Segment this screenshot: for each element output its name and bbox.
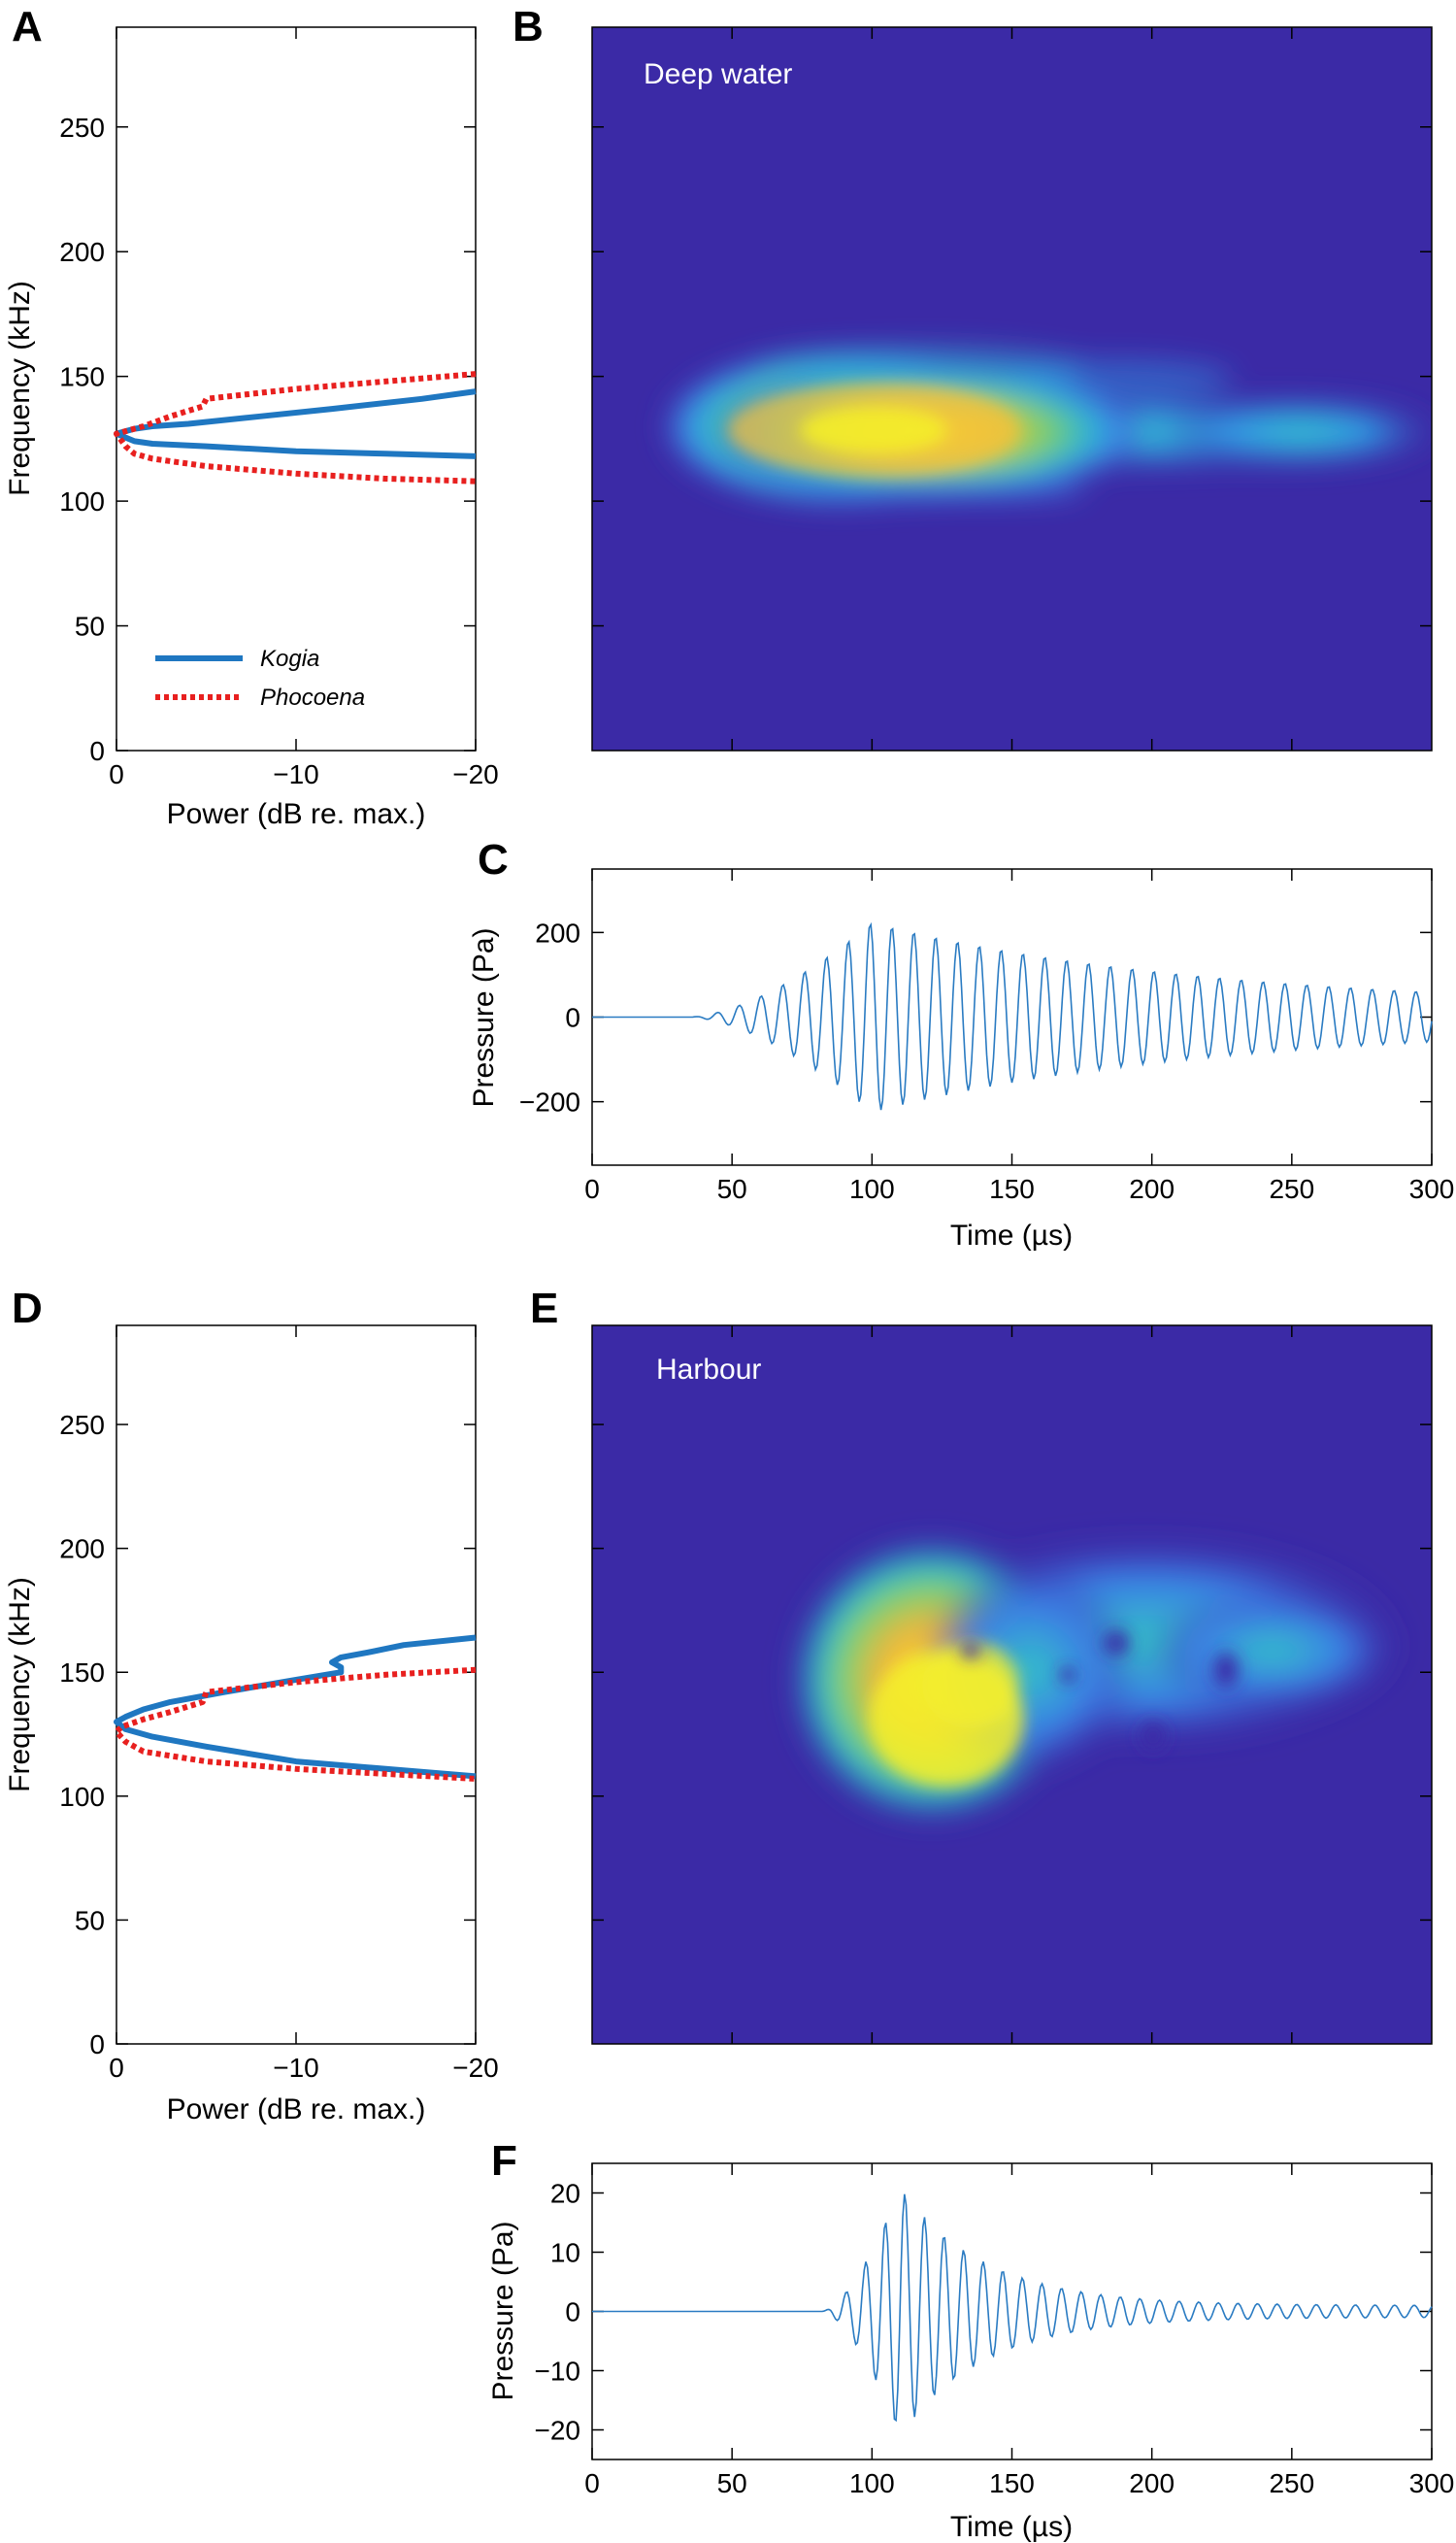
panel-letter-f: F bbox=[491, 2137, 517, 2185]
x-tick-label: −20 bbox=[452, 759, 499, 789]
x-tick-label: 250 bbox=[1269, 1174, 1314, 1204]
y-tick-label: 200 bbox=[535, 918, 580, 948]
y-tick-label: 100 bbox=[59, 1782, 105, 1812]
x-tick-label: −10 bbox=[273, 2053, 319, 2083]
panel-letter-c: C bbox=[478, 836, 509, 884]
spectrogram-annotation: Harbour bbox=[656, 1354, 761, 1386]
series-line-phocoena bbox=[114, 371, 477, 485]
waveform-line bbox=[592, 2193, 1433, 2423]
y-tick-label: 100 bbox=[59, 486, 105, 517]
waveform-line bbox=[592, 921, 1433, 1111]
y-tick-label: 200 bbox=[59, 1534, 105, 1564]
y-tick-label: 0 bbox=[565, 2297, 580, 2327]
x-axis-label: Power (dB re. max.) bbox=[167, 798, 426, 830]
x-axis-label: Time (µs) bbox=[950, 2511, 1073, 2543]
spectrogram-energy bbox=[660, 348, 1432, 507]
axis-ticks bbox=[592, 1325, 1432, 2044]
x-tick-label: 150 bbox=[989, 1174, 1035, 1204]
y-tick-label: 50 bbox=[75, 612, 105, 642]
series-lines bbox=[592, 2193, 1433, 2423]
x-tick-label: 0 bbox=[584, 2468, 600, 2498]
plot-frame bbox=[116, 1324, 477, 2045]
legend-label-kogia: Kogia bbox=[260, 646, 319, 672]
x-tick-label: 0 bbox=[109, 2053, 124, 2083]
axis-ticks: 0 −10 −20 0 50 100 150 200 250 bbox=[59, 27, 499, 789]
axis-ticks bbox=[592, 27, 1432, 751]
panel-letter-d: D bbox=[12, 1285, 43, 1332]
y-tick-label: −20 bbox=[535, 2416, 581, 2446]
x-tick-label: 250 bbox=[1269, 2468, 1314, 2498]
panel-letter-b: B bbox=[513, 3, 544, 50]
x-tick-label: 0 bbox=[584, 1174, 600, 1204]
panel-d-spectrum: 0 −10 −20 0 50 100 150 200 250 Power (dB re. max… bbox=[4, 1324, 499, 2125]
series-lines bbox=[114, 1634, 477, 1782]
y-axis-label: Frequency (kHz) bbox=[4, 281, 36, 496]
x-tick-label: 100 bbox=[849, 1174, 895, 1204]
legend: Kogia Phocoena bbox=[155, 646, 365, 711]
panel-c-waveform: 0 50 100 150 200 250 300 −200 0 200 Time (µs) Pre… bbox=[468, 868, 1454, 1252]
panel-e-spectrogram: Harbour bbox=[591, 1324, 1433, 2045]
series-line-phocoena bbox=[114, 1666, 477, 1782]
y-tick-label: 50 bbox=[75, 1905, 105, 1935]
x-tick-label: 200 bbox=[1129, 1174, 1175, 1204]
plot-frame bbox=[591, 868, 1433, 1166]
panel-a-spectrum: 0 −10 −20 0 50 100 150 200 250 Kogia Phocoena Po… bbox=[4, 26, 499, 830]
y-tick-label: 0 bbox=[89, 2029, 105, 2059]
spectrogram-annotation: Deep water bbox=[644, 58, 792, 90]
y-tick-label: 250 bbox=[59, 1410, 105, 1440]
panel-b-spectrogram: Deep water bbox=[591, 26, 1433, 752]
y-axis-label: Frequency (kHz) bbox=[4, 1577, 36, 1792]
x-tick-label: −10 bbox=[273, 759, 319, 789]
legend-label-phocoena: Phocoena bbox=[260, 685, 365, 711]
x-tick-label: 50 bbox=[717, 2468, 747, 2498]
series-lines bbox=[114, 371, 477, 485]
y-tick-label: 20 bbox=[550, 2179, 580, 2209]
x-tick-label: 100 bbox=[849, 2468, 895, 2498]
x-tick-label: 300 bbox=[1409, 1174, 1455, 1204]
y-tick-label: 0 bbox=[89, 736, 105, 766]
axis-ticks: 0 50 100 150 200 250 300 −200 0 200 bbox=[519, 869, 1454, 1204]
plot-frame bbox=[116, 26, 477, 752]
y-axis-label: Pressure (Pa) bbox=[468, 927, 500, 1107]
series-line-kogia bbox=[114, 1634, 477, 1780]
x-tick-label: 300 bbox=[1409, 2468, 1455, 2498]
y-tick-label: 250 bbox=[59, 113, 105, 143]
x-axis-label: Time (µs) bbox=[950, 1220, 1073, 1252]
y-axis-label: Pressure (Pa) bbox=[487, 2221, 519, 2400]
y-tick-label: 150 bbox=[59, 362, 105, 392]
y-tick-label: 150 bbox=[59, 1657, 105, 1688]
y-tick-label: 0 bbox=[565, 1003, 580, 1033]
y-tick-label: 10 bbox=[550, 2238, 580, 2268]
x-axis-label: Power (dB re. max.) bbox=[167, 2093, 426, 2125]
x-tick-label: 150 bbox=[989, 2468, 1035, 2498]
panel-letter-a: A bbox=[12, 3, 43, 50]
y-tick-label: 200 bbox=[59, 237, 105, 267]
series-line-kogia bbox=[114, 388, 477, 459]
x-tick-label: −20 bbox=[452, 2053, 499, 2083]
panel-letter-e: E bbox=[530, 1285, 558, 1332]
spectrogram-energy bbox=[786, 1534, 1407, 1825]
axis-ticks: 0 −10 −20 0 50 100 150 200 250 bbox=[59, 1325, 499, 2083]
series-lines bbox=[592, 921, 1433, 1111]
y-tick-label: −200 bbox=[519, 1087, 580, 1118]
x-tick-label: 200 bbox=[1129, 2468, 1175, 2498]
axis-ticks: 0 50 100 150 200 250 300 −20 −10 0 10 20 bbox=[535, 2163, 1455, 2498]
x-tick-label: 0 bbox=[109, 759, 124, 789]
y-tick-label: −10 bbox=[535, 2357, 581, 2387]
x-tick-label: 50 bbox=[717, 1174, 747, 1204]
